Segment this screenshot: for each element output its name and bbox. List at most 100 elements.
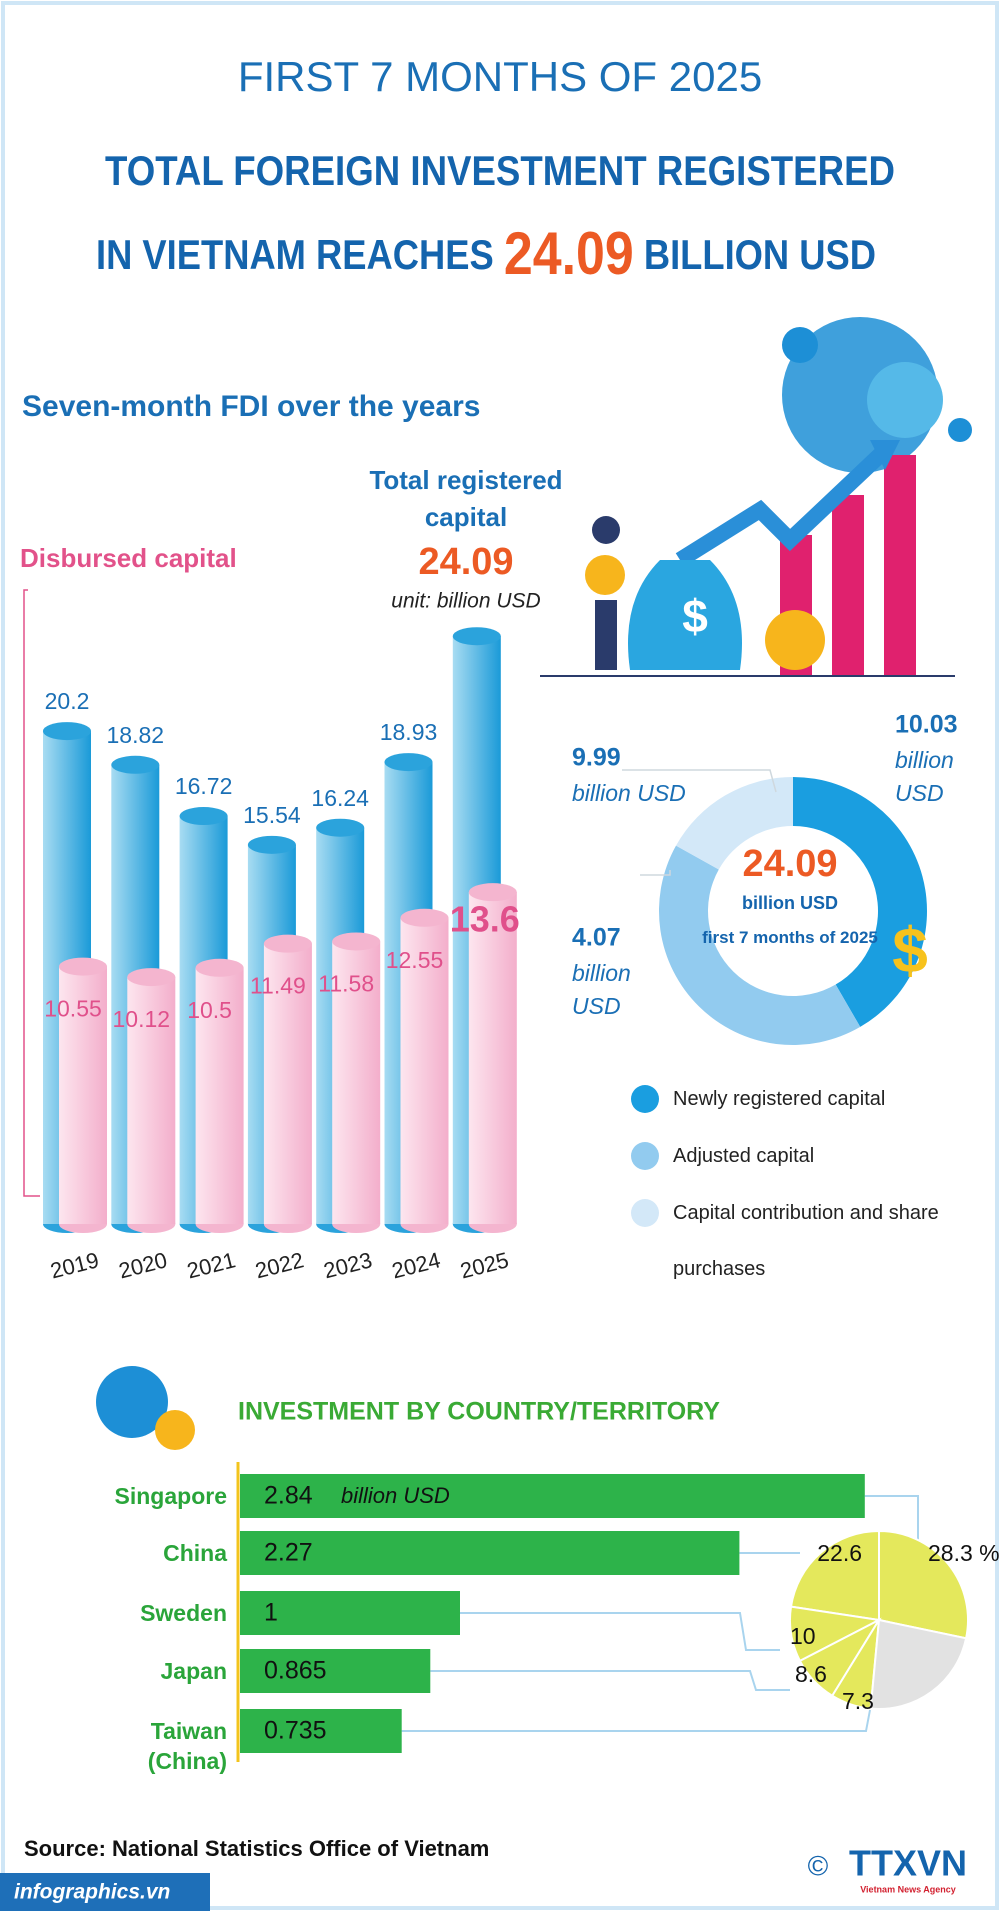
disbursed-bar <box>468 892 517 1224</box>
value-label: 16.72 <box>175 773 233 799</box>
leader-line <box>640 870 671 876</box>
agency: TTXVN <box>849 1843 967 1884</box>
legend-label: Newly registered capital <box>673 1088 886 1110</box>
total-bar-top <box>179 807 228 826</box>
title-end: BILLION USD <box>644 231 876 278</box>
bar <box>240 1474 865 1518</box>
disbursed-bar <box>127 977 176 1224</box>
value-unit: billion USD <box>572 780 686 806</box>
value-label: 28.3 % <box>928 1540 1000 1566</box>
title-line2: IN VIETNAM REACHES 24.09 BILLION USD <box>96 220 876 287</box>
bar <box>240 1709 402 1753</box>
legend-label: Adjusted capital <box>673 1145 815 1167</box>
total-bar-top <box>384 753 433 772</box>
title-start: IN VIETNAM REACHES <box>96 231 494 278</box>
copyright: © <box>808 1850 829 1881</box>
leader-line <box>460 1612 780 1651</box>
category-label: Japan <box>160 1658 227 1684</box>
value-label: 13.6 <box>450 899 520 940</box>
value-label: 0.865 <box>264 1657 327 1685</box>
leader-line <box>401 1709 871 1732</box>
disbursed-bar-top <box>400 908 449 927</box>
x-tick-label: 2021 <box>184 1247 238 1283</box>
value-label: 15.54 <box>243 802 301 828</box>
disbursed-bar <box>400 917 449 1224</box>
value-label: 11.58 <box>318 971 374 997</box>
disbursed-bar <box>59 966 107 1224</box>
chart-title: INVESTMENT BY COUNTRY/TERRITORY <box>238 1398 720 1426</box>
kicker: FIRST 7 MONTHS OF 2025 <box>238 53 762 100</box>
value-label: 18.93 <box>380 719 438 745</box>
legend-swatch <box>631 1142 659 1170</box>
total-bar-top <box>316 818 365 837</box>
source: Source: National Statistics Office of Vi… <box>24 1836 489 1861</box>
dollar-icon: $ <box>892 914 928 986</box>
disbursed-bar-top <box>468 883 517 902</box>
center-value: 24.09 <box>742 843 837 885</box>
value-label: 8.6 <box>795 1661 827 1687</box>
title-highlight: 24.09 <box>504 220 634 287</box>
illustration: $ <box>540 317 972 677</box>
value-label: 16.24 <box>311 785 369 811</box>
globe-icon <box>96 1366 168 1438</box>
category-label: Singapore <box>114 1483 227 1509</box>
value-label: 10.12 <box>113 1006 171 1032</box>
value-unit: billion USD <box>572 960 631 1019</box>
x-tick-label: 2025 <box>458 1247 512 1283</box>
unit-label: unit: billion USD <box>391 590 540 613</box>
svg-text:$: $ <box>682 590 708 642</box>
value-label: 10.5 <box>187 997 232 1023</box>
value-label: 7.3 <box>842 1688 874 1714</box>
disbursed-bar <box>263 943 312 1224</box>
value-label: 10 <box>790 1623 816 1649</box>
value-unit: billion USD <box>895 747 954 806</box>
value-label: 10.55 <box>44 996 102 1022</box>
legend-swatch <box>631 1085 659 1113</box>
value-label: 10.03 <box>895 711 958 739</box>
total-bar-top <box>247 835 296 854</box>
coin-icon <box>155 1410 195 1450</box>
category-label: Taiwan (China) <box>147 1718 227 1774</box>
pie-slice <box>878 1529 969 1640</box>
pie-slice <box>789 1529 880 1622</box>
series-label: Total registered capital <box>369 465 563 532</box>
unit-label: billion USD <box>341 1483 450 1508</box>
value-label: 12.55 <box>386 947 444 973</box>
x-tick-label: 2024 <box>389 1247 443 1283</box>
bar <box>240 1591 460 1635</box>
leader-line <box>622 769 777 793</box>
value-label: 0.735 <box>264 1717 327 1745</box>
value-label: 20.2 <box>45 688 90 714</box>
series-label: Disbursed capital <box>20 543 237 573</box>
disbursed-bar-top <box>263 934 312 953</box>
category-label: Sweden <box>140 1600 227 1626</box>
disbursed-bar <box>332 941 381 1224</box>
bar <box>240 1531 740 1575</box>
bracket <box>23 589 40 1197</box>
chart-title: Seven-month FDI over the years <box>22 390 480 423</box>
x-tick-label: 2023 <box>321 1247 375 1283</box>
leader-line <box>864 1495 919 1545</box>
x-tick-label: 2022 <box>253 1247 307 1283</box>
title-line1: TOTAL FOREIGN INVESTMENT REGISTERED <box>105 147 895 194</box>
highlight-value: 24.09 <box>418 541 513 583</box>
bar <box>240 1649 431 1693</box>
disbursed-bar-top <box>195 958 244 977</box>
donut-slice <box>793 777 927 1027</box>
center-unit: billion USD <box>742 893 838 913</box>
donut-slice <box>676 777 793 870</box>
legend-label: Capital contribution and share purchases <box>673 1202 939 1280</box>
center-note: first 7 months of 2025 <box>702 928 878 947</box>
legend-swatch <box>631 1199 659 1227</box>
category-label: China <box>163 1540 227 1566</box>
value-label: 1 <box>264 1599 278 1627</box>
value-label: 2.27 <box>264 1539 313 1567</box>
value-label: 4.07 <box>572 924 621 952</box>
x-tick-label: 2019 <box>48 1247 102 1283</box>
total-bar-top <box>111 755 160 774</box>
total-bar-top <box>43 722 91 741</box>
total-bar-top <box>452 627 501 646</box>
value-label: 22.6 <box>817 1540 862 1566</box>
